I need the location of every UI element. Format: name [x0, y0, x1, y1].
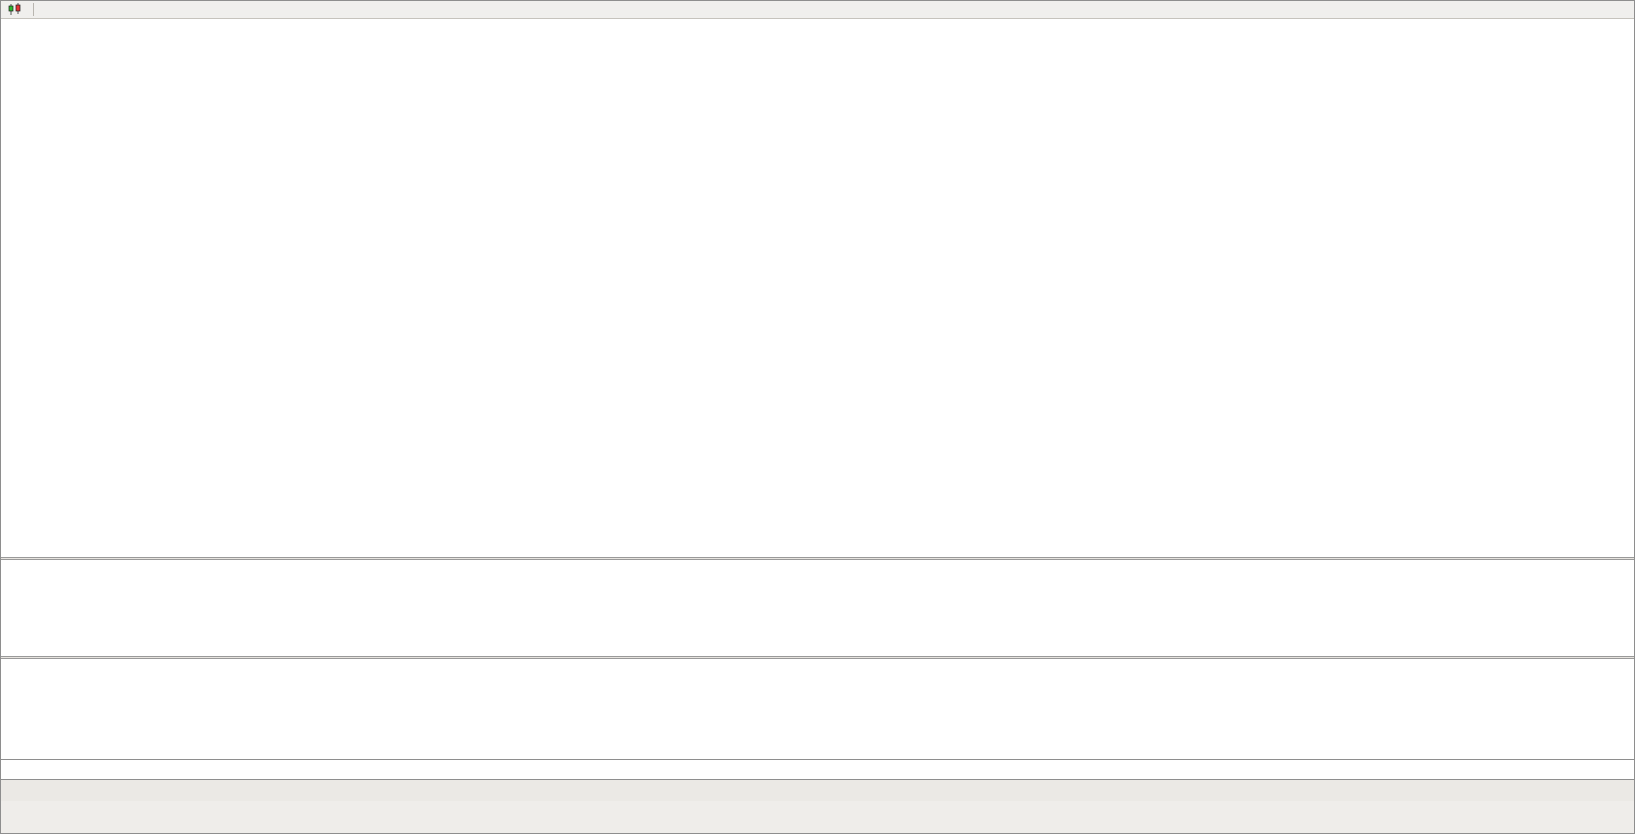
macd-chart-svg[interactable]	[1, 659, 1635, 759]
panel-splitter[interactable]	[1, 656, 1634, 659]
bottom-strip	[1, 801, 1634, 833]
panel-splitter[interactable]	[1, 557, 1634, 560]
rsi-chart-svg[interactable]	[1, 560, 1635, 656]
tab-scroll-left-icon[interactable]	[1624, 780, 1634, 801]
price-chart-svg[interactable]	[1, 19, 1635, 557]
timeframe-toolbar	[1, 1, 1634, 19]
toolbar-separator	[33, 3, 34, 16]
chart-window	[1, 19, 1634, 833]
chart-type-button[interactable]	[4, 2, 28, 18]
rsi-panel[interactable]	[1, 560, 1634, 656]
chart-tabs-bar	[1, 779, 1634, 801]
candlestick-chart-icon	[8, 3, 21, 15]
macd-panel[interactable]	[1, 659, 1634, 759]
time-axis[interactable]	[1, 759, 1634, 779]
price-panel[interactable]	[1, 19, 1634, 557]
